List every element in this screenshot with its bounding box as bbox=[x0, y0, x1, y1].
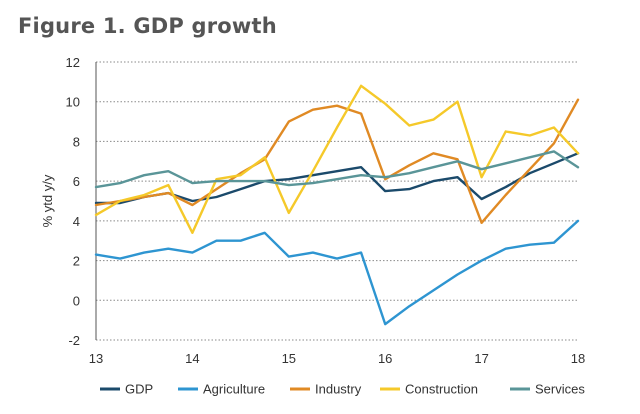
legend-label-construction: Construction bbox=[405, 382, 478, 397]
y-tick-label: 4 bbox=[73, 214, 80, 229]
y-axis-label: % ytd y/y bbox=[40, 174, 55, 227]
chart-title: Figure 1. GDP growth bbox=[18, 14, 277, 38]
legend-label-agriculture: Agriculture bbox=[203, 382, 265, 397]
x-tick-labels: 13 14 15 16 17 18 bbox=[89, 351, 585, 366]
x-tick-label: 13 bbox=[89, 351, 103, 366]
series-line-agriculture bbox=[94, 219, 580, 326]
y-tick-labels: 12 10 8 6 4 2 0 -2 bbox=[66, 55, 80, 348]
legend: GDP Agriculture Industry Construction Servic… bbox=[100, 382, 585, 397]
x-tick-label: 17 bbox=[474, 351, 488, 366]
series-line-industry bbox=[94, 98, 580, 225]
y-tick-label: 12 bbox=[66, 55, 80, 70]
x-tick-label: 14 bbox=[185, 351, 199, 366]
y-tick-label: 10 bbox=[66, 95, 80, 110]
y-tick-label: 2 bbox=[73, 254, 80, 269]
series-lines bbox=[94, 84, 580, 326]
x-tick-label: 18 bbox=[571, 351, 585, 366]
x-tick-label: 15 bbox=[282, 351, 296, 366]
grid-lines bbox=[96, 61, 578, 341]
y-tick-label: 6 bbox=[73, 174, 80, 189]
legend-label-gdp: GDP bbox=[125, 382, 153, 397]
y-tick-label: 8 bbox=[73, 134, 80, 149]
legend-label-services: Services bbox=[535, 382, 585, 397]
y-tick-label: 0 bbox=[73, 293, 80, 308]
legend-label-industry: Industry bbox=[315, 382, 362, 397]
series-line-construction bbox=[94, 84, 580, 235]
x-tick-label: 16 bbox=[378, 351, 392, 366]
series-line-services bbox=[94, 150, 580, 189]
y-tick-label: -2 bbox=[68, 333, 80, 348]
